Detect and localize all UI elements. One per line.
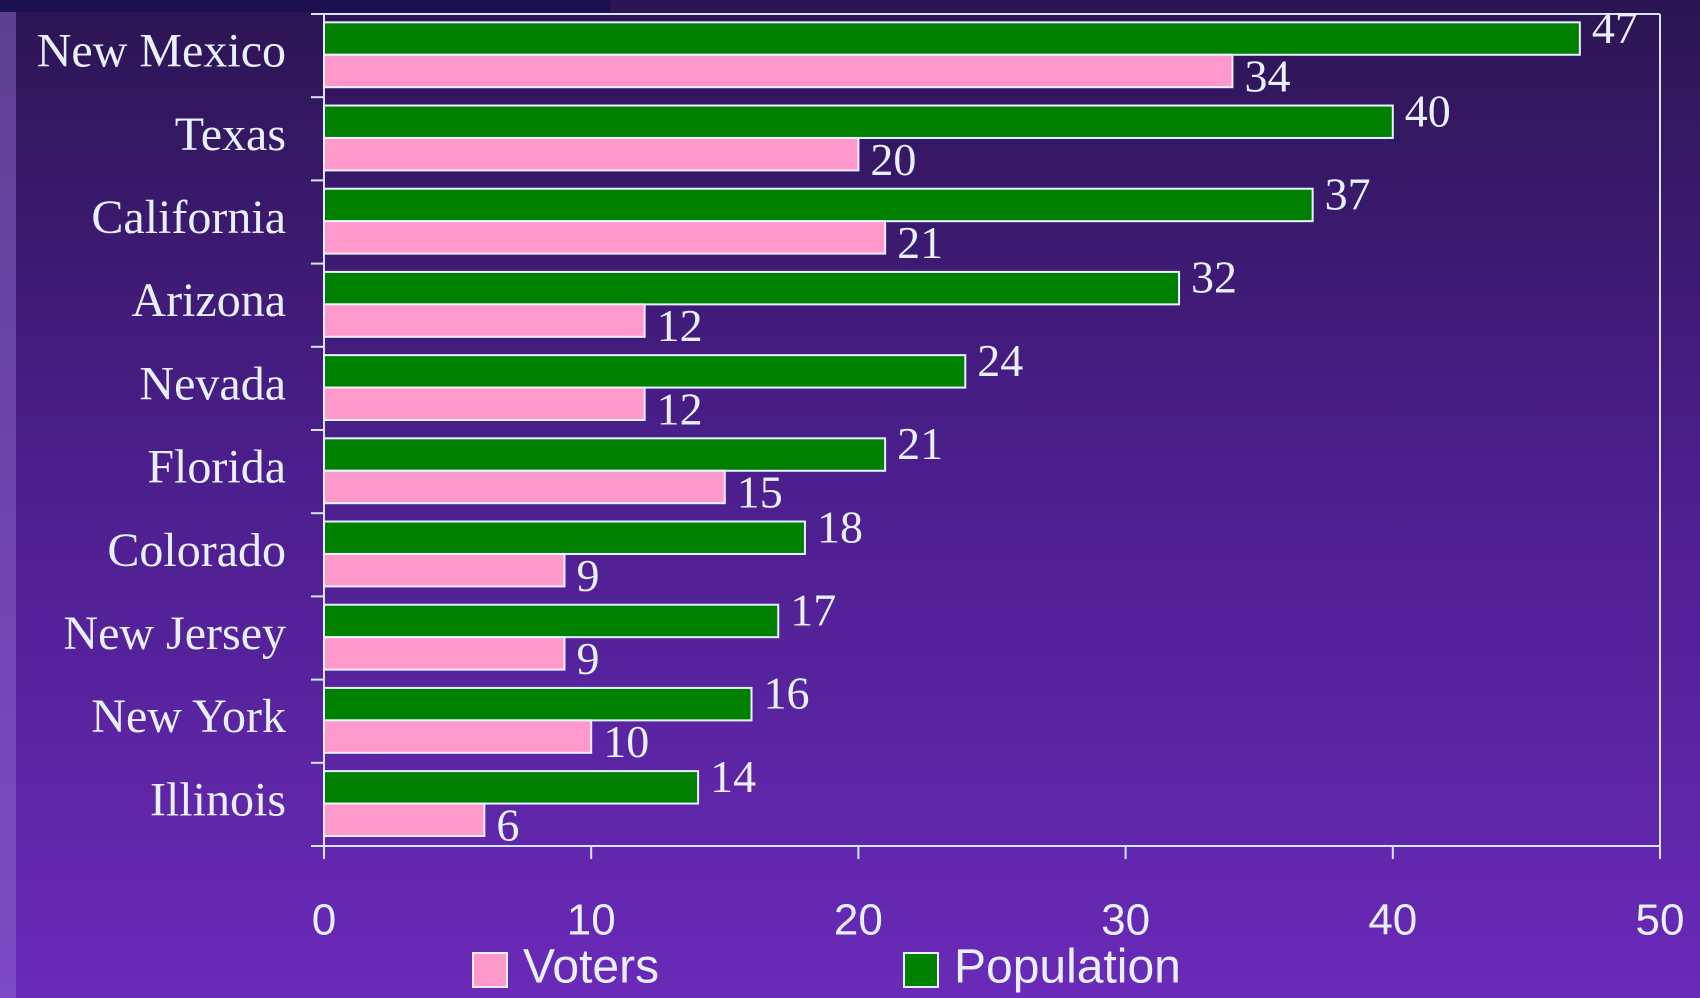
value-label: 21 — [897, 217, 943, 268]
value-label: 47 — [1592, 2, 1638, 53]
value-label: 9 — [576, 550, 599, 601]
value-label: 15 — [737, 467, 783, 518]
x-tick-label: 30 — [1101, 896, 1150, 945]
y-tick-label: California — [91, 191, 286, 244]
bar — [323, 270, 1181, 306]
value-label: 24 — [977, 335, 1023, 386]
y-tick-label: Colorado — [107, 524, 286, 577]
value-label: 21 — [897, 418, 943, 469]
bar — [323, 686, 753, 722]
value-label: 12 — [657, 383, 703, 434]
bar — [323, 469, 726, 505]
bar — [323, 136, 860, 172]
y-tick-label: Illinois — [150, 773, 286, 826]
bar — [323, 520, 806, 555]
legend-swatch — [903, 952, 939, 988]
value-label: 10 — [603, 716, 649, 767]
x-tick-label: 20 — [834, 896, 883, 945]
y-tick-label: Texas — [175, 108, 286, 161]
value-label: 6 — [496, 799, 519, 850]
x-tick-label: 40 — [1368, 896, 1417, 945]
x-tick-label: 10 — [567, 896, 616, 945]
value-label: 34 — [1244, 51, 1290, 102]
bar — [323, 636, 566, 671]
value-label: 32 — [1191, 252, 1237, 303]
value-label: 17 — [790, 585, 836, 636]
bar — [323, 104, 1394, 139]
value-label: 9 — [576, 633, 599, 684]
value-label: 12 — [657, 300, 703, 351]
bar — [323, 719, 593, 754]
top-strip — [0, 0, 610, 12]
y-tick-label: Arizona — [131, 274, 286, 327]
y-tick-label: Nevada — [139, 357, 286, 410]
y-tick-label: New Jersey — [63, 607, 286, 660]
value-label: 37 — [1325, 169, 1371, 220]
x-tick-label: 0 — [312, 896, 336, 945]
bar — [323, 53, 1234, 89]
bar — [323, 303, 646, 338]
bar — [323, 552, 566, 588]
y-tick-label: Florida — [147, 441, 286, 494]
legend-label: Population — [954, 941, 1181, 994]
bar — [323, 802, 486, 838]
value-label: 14 — [710, 751, 756, 802]
value-label: 18 — [817, 501, 863, 552]
y-tick-label: New York — [91, 690, 286, 743]
side-strip — [0, 0, 16, 998]
bar — [323, 437, 887, 472]
y-tick-label: New Mexico — [37, 25, 286, 78]
legend-swatch — [472, 952, 508, 988]
legend-label: Voters — [523, 941, 659, 994]
bar — [323, 770, 700, 805]
bar — [323, 354, 967, 389]
x-tick-label: 50 — [1636, 896, 1685, 945]
value-label: 20 — [870, 134, 916, 185]
bar — [323, 386, 646, 422]
value-label: 40 — [1405, 85, 1451, 136]
bar — [323, 603, 780, 639]
bar — [323, 187, 1314, 223]
bar — [323, 21, 1581, 56]
bar — [323, 220, 887, 255]
value-label: 16 — [764, 668, 810, 719]
